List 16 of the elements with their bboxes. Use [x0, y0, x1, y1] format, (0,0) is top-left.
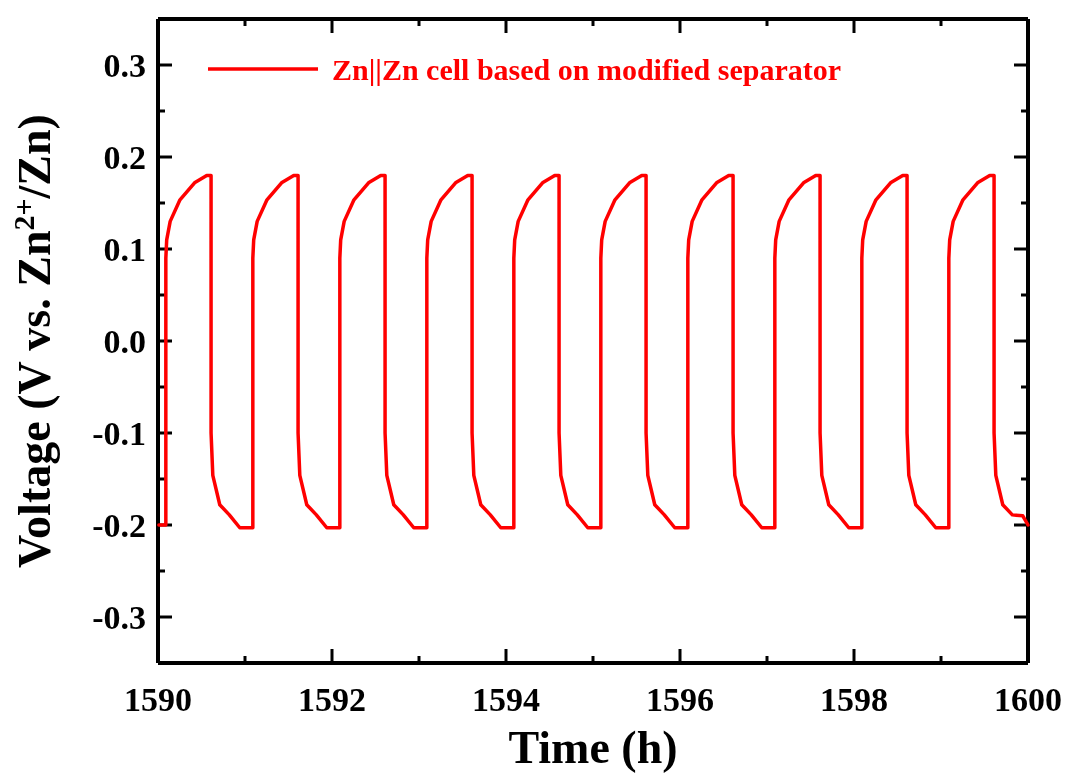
x-tick-label: 1596 — [646, 681, 714, 718]
x-tick-label: 1600 — [994, 681, 1062, 718]
legend-label: Zn||Zn cell based on modified separator — [332, 52, 842, 86]
x-tick-label: 1590 — [124, 681, 192, 718]
y-tick-label: 0.2 — [103, 138, 146, 176]
x-axis-title: Time (h) — [508, 722, 678, 773]
x-tick-label: 1594 — [472, 681, 540, 718]
x-tick-label: 1592 — [298, 681, 366, 718]
y-tick-label: -0.2 — [92, 506, 146, 544]
y-tick-label: 0.0 — [103, 322, 146, 360]
x-tick-label: 1598 — [820, 681, 888, 718]
y-tick-label: -0.3 — [92, 598, 146, 636]
y-tick-label: 0.1 — [103, 230, 146, 268]
y-tick-label: 0.3 — [103, 46, 146, 84]
line-series — [157, 173, 1030, 530]
y-tick-label: -0.1 — [92, 414, 146, 452]
